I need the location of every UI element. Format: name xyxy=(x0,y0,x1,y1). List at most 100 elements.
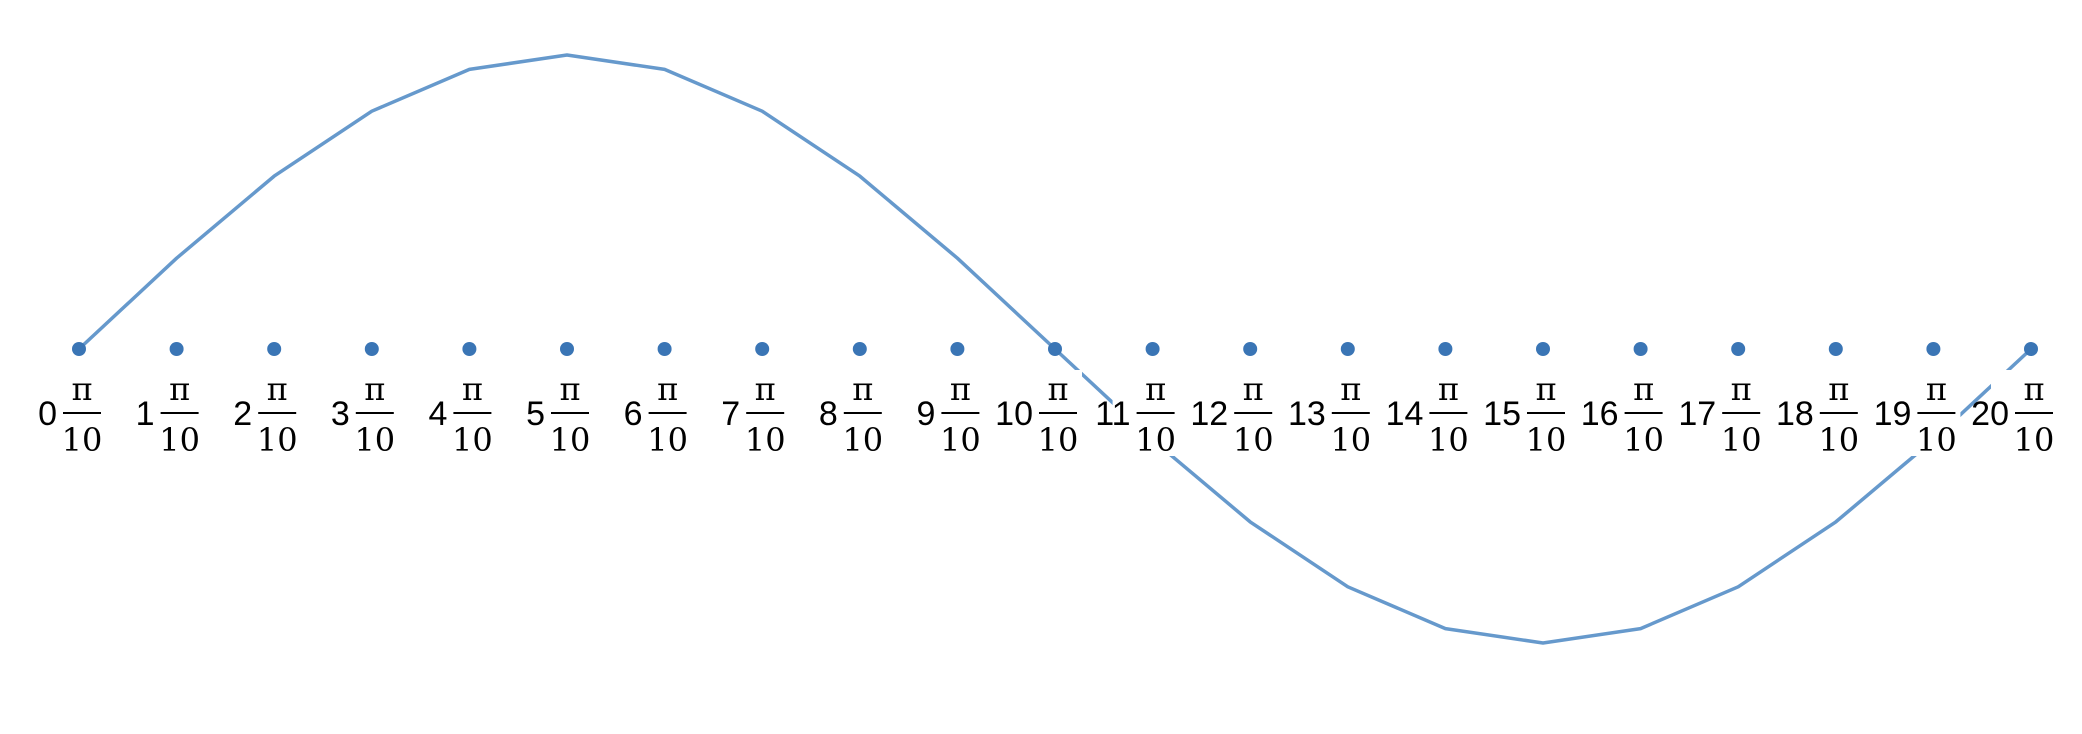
tick-coefficient: 7 xyxy=(721,395,740,433)
fraction-numerator: π xyxy=(71,370,92,408)
fraction-numerator: π xyxy=(462,370,483,408)
fraction-numerator: π xyxy=(1926,370,1947,408)
axis-point-14 xyxy=(1438,342,1453,356)
fraction-numerator: π xyxy=(852,370,873,408)
fraction-denominator: 10 xyxy=(452,421,493,459)
fraction-denominator: 10 xyxy=(1038,421,1079,459)
tick-coefficient: 16 xyxy=(1581,395,1619,433)
tick-label-10: 10 π 10 xyxy=(995,370,1082,459)
fraction-denominator: 10 xyxy=(745,421,786,459)
fraction-numerator: π xyxy=(1633,370,1654,408)
tick-coefficient: 13 xyxy=(1288,395,1326,433)
tick-coefficient: 12 xyxy=(1190,395,1228,433)
axis-point-10 xyxy=(1048,342,1062,356)
axis-point-1 xyxy=(169,342,184,356)
tick-label-18: 18 π 10 xyxy=(1776,370,1863,459)
fraction-denominator: 10 xyxy=(1233,421,1274,459)
tick-label-16: 16 π 10 xyxy=(1581,370,1668,459)
fraction-numerator: π xyxy=(1731,370,1752,408)
tick-label-8: 8π 10 xyxy=(819,370,887,459)
tick-label-9: 9π 10 xyxy=(916,370,985,459)
axis-point-4 xyxy=(462,342,477,356)
fraction-denominator: 10 xyxy=(1721,421,1762,459)
fraction-numerator: π xyxy=(1438,370,1459,408)
fraction-denominator: 10 xyxy=(2014,421,2055,459)
fraction-denominator: 10 xyxy=(940,421,981,459)
tick-label-20: 20 π 10 xyxy=(1971,370,2058,459)
tick-coefficient: 9 xyxy=(916,395,935,433)
fraction-denominator: 10 xyxy=(1818,421,1859,459)
fraction-denominator: 10 xyxy=(257,421,298,459)
tick-label-0: 0π 10 xyxy=(38,370,106,459)
tick-labels: 0π101π102π103π104π105π106π107π108π109π10… xyxy=(38,370,2058,459)
fraction-denominator: 10 xyxy=(647,421,688,459)
tick-coefficient: 8 xyxy=(819,395,838,433)
tick-label-19: 19 π 10 xyxy=(1874,370,1961,459)
tick-coefficient: 6 xyxy=(624,395,643,433)
fraction-numerator: π xyxy=(1535,370,1556,408)
tick-coefficient: 14 xyxy=(1386,395,1424,433)
fraction-denominator: 10 xyxy=(1623,421,1664,459)
fraction-numerator: π xyxy=(1047,370,1068,408)
tick-label-4: 4π 10 xyxy=(428,370,497,459)
axis-point-5 xyxy=(560,342,574,356)
axis-point-12 xyxy=(1243,342,1258,356)
fraction-denominator: 10 xyxy=(842,421,883,459)
fraction-numerator: π xyxy=(2023,370,2044,408)
tick-label-15: 15 π 10 xyxy=(1483,370,1570,459)
fraction-denominator: 10 xyxy=(550,421,591,459)
fraction-numerator: π xyxy=(657,370,678,408)
fraction-numerator: π xyxy=(364,370,385,408)
tick-coefficient: 3 xyxy=(331,395,350,433)
axis-point-15 xyxy=(1536,342,1550,356)
fraction-numerator: π xyxy=(267,370,288,408)
fraction-denominator: 10 xyxy=(1330,421,1371,459)
tick-label-6: 6π 10 xyxy=(624,370,692,459)
fraction-numerator: π xyxy=(169,370,190,408)
tick-coefficient: 11 xyxy=(1095,395,1130,433)
axis-point-16 xyxy=(1633,342,1648,356)
tick-coefficient: 10 xyxy=(995,395,1033,433)
axis-point-19 xyxy=(1926,342,1941,356)
tick-label-3: 3π 10 xyxy=(331,370,399,459)
tick-coefficient: 17 xyxy=(1678,395,1716,433)
tick-label-5: 5π 10 xyxy=(526,370,594,459)
axis-point-11 xyxy=(1145,342,1160,356)
tick-coefficient: 20 xyxy=(1971,395,2009,433)
axis-point-20 xyxy=(2024,342,2038,356)
axis-point-13 xyxy=(1340,342,1355,356)
fraction-numerator: π xyxy=(1340,370,1361,408)
fraction-denominator: 10 xyxy=(1916,421,1957,459)
fraction-numerator: π xyxy=(1243,370,1264,408)
tick-label-14: 14 π 10 xyxy=(1386,370,1473,459)
axis-point-18 xyxy=(1828,342,1843,356)
axis-points xyxy=(72,342,2038,356)
axis-point-2 xyxy=(267,342,282,356)
axis-point-3 xyxy=(364,342,379,356)
fraction-denominator: 10 xyxy=(62,421,103,459)
tick-label-7: 7π 10 xyxy=(721,370,790,459)
tick-label-2: 2π 10 xyxy=(233,370,302,459)
tick-coefficient: 18 xyxy=(1776,395,1814,433)
tick-coefficient: 0 xyxy=(38,395,57,433)
fraction-denominator: 10 xyxy=(1428,421,1469,459)
axis-point-9 xyxy=(950,342,965,356)
axis-point-7 xyxy=(755,342,770,356)
tick-coefficient: 4 xyxy=(428,395,447,433)
fraction-denominator: 10 xyxy=(159,421,200,459)
tick-label-13: 13 π 10 xyxy=(1288,370,1375,459)
fraction-denominator: 10 xyxy=(354,421,395,459)
axis-point-17 xyxy=(1731,342,1746,356)
tick-coefficient: 15 xyxy=(1483,395,1521,433)
axis-point-8 xyxy=(852,342,867,356)
fraction-numerator: π xyxy=(755,370,776,408)
fraction-numerator: π xyxy=(1145,370,1166,408)
axis-point-6 xyxy=(657,342,672,356)
fraction-numerator: π xyxy=(950,370,971,408)
tick-coefficient: 1 xyxy=(136,395,155,433)
tick-coefficient: 2 xyxy=(233,395,252,433)
tick-coefficient: 5 xyxy=(526,395,545,433)
axis-point-0 xyxy=(72,342,86,356)
fraction-numerator: π xyxy=(1828,370,1849,408)
